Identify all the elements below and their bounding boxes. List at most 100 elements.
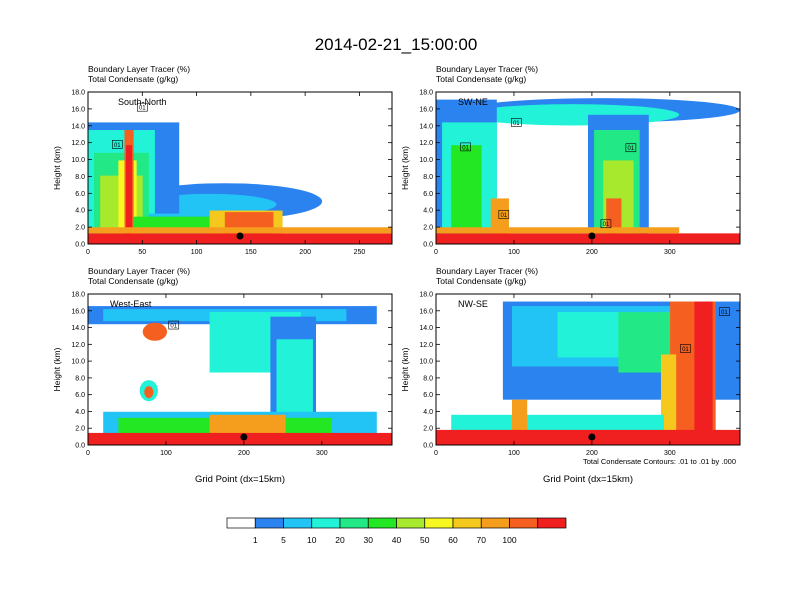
plot-frame [87, 91, 393, 245]
tracer-region [144, 386, 154, 399]
colorbar-swatch [480, 517, 510, 529]
y-tick-label: 14.0 [419, 123, 433, 130]
contour-label: 01 [682, 347, 689, 353]
x-tick-label: 200 [586, 249, 598, 256]
colorbar-swatch [226, 517, 256, 529]
colorbar-label: 40 [392, 535, 402, 545]
colorbar-label: 100 [502, 535, 516, 545]
panel-west-east: 01 0.0 2.0 4.0 6.0 8.0 10.0 12.0 14.0 16.0 18.0 0 10… [52, 266, 393, 485]
panel-title-line2: Total Condensate (g/kg) [88, 276, 178, 286]
y-tick-label: 18.0 [71, 292, 85, 299]
tracer-region [88, 432, 392, 445]
contour-label-box [460, 142, 471, 152]
tracer-region [126, 145, 133, 244]
colorbar-swatch [367, 517, 397, 529]
contour-label: 01 [628, 146, 635, 152]
x-tick-label: 300 [664, 450, 676, 457]
section-label: West-East [110, 299, 152, 309]
y-tick-label: 2.0 [423, 426, 433, 433]
x-tick-label: 100 [508, 249, 520, 256]
tracer-field [436, 92, 740, 244]
x-tick-label: 0 [434, 450, 438, 457]
y-tick-label: 6.0 [75, 191, 85, 198]
tracer-region [142, 322, 168, 341]
y-tick-label: 4.0 [75, 409, 85, 416]
y-tick-label: 2.0 [75, 426, 85, 433]
location-marker [588, 232, 596, 240]
tracer-region [660, 354, 677, 445]
plot-frame [435, 91, 741, 245]
y-tick-label: 6.0 [423, 392, 433, 399]
y-tick-label: 6.0 [75, 392, 85, 399]
y-tick-label: 4.0 [75, 208, 85, 215]
plot-frame [435, 293, 741, 446]
location-marker [240, 433, 248, 441]
panel-title-line2: Total Condensate (g/kg) [436, 74, 526, 84]
contour-label-box [498, 210, 510, 219]
y-tick-label: 12.0 [419, 140, 433, 147]
y-axis-label: Height (km) [400, 347, 410, 391]
y-tick-label: 0.0 [423, 242, 433, 249]
contour-label-box [625, 143, 637, 153]
y-tick-label: 10.0 [419, 359, 433, 366]
x-tick-label: 50 [138, 249, 146, 256]
x-tick-label: 100 [191, 249, 203, 256]
tracer-region [88, 227, 392, 234]
contour-label: 01 [462, 145, 469, 151]
tracer-region [694, 301, 713, 445]
y-tick-label: 0.0 [75, 242, 85, 249]
panels: 01010.02.04.06.08.010.012.014.016.018.00… [52, 64, 741, 485]
y-axis-label: Height (km) [52, 146, 62, 190]
y-tick-label: 12.0 [71, 342, 85, 349]
x-tick-label: 200 [299, 249, 311, 256]
location-marker [236, 232, 244, 240]
panel-sw-ne: 01 01 01 01 01 0.0 2.0 4.0 6.0 8.0 10.0 12.0 14.0 16.… [400, 64, 741, 256]
y-tick-label: 16.0 [71, 308, 85, 315]
contour-label-box [719, 307, 730, 316]
tracer-region [451, 145, 482, 237]
x-tick-label: 100 [508, 450, 520, 457]
contour-label: 01 [721, 310, 728, 316]
colorbar-label: 1 [253, 535, 258, 545]
y-tick-label: 16.0 [71, 106, 85, 113]
panel-nw-se: 01 01 0.0 2.0 4.0 6.0 8.0 10.0 12.0 14.0 16.0 18.0 0… [400, 266, 741, 485]
panel-title-line2: Total Condensate (g/kg) [88, 74, 178, 84]
colorbar-label: 70 [477, 535, 487, 545]
contour-label-box [510, 118, 522, 127]
colorbar-swatch [339, 517, 369, 529]
panel-south-north: 01 01 0.0 2.0 4.0 6.0 8.0 10.0 12.0 14.0 16.0 18.0 0… [52, 64, 393, 256]
y-tick-label: 12.0 [419, 342, 433, 349]
contour-label: 01 [114, 143, 121, 149]
contour-label: 01 [139, 106, 146, 112]
colorbar-label: 10 [307, 535, 317, 545]
colorbar-swatch [452, 517, 482, 529]
tracer-region [436, 429, 740, 445]
colorbar-swatch [311, 517, 341, 529]
colorbar-swatch [283, 517, 313, 529]
contour-label-box [680, 344, 691, 353]
section-label: NW-SE [458, 299, 488, 309]
tracer-field [88, 294, 392, 445]
y-tick-label: 18.0 [419, 90, 433, 97]
colorbar-swatch [424, 517, 454, 529]
y-axis-label: Height (km) [400, 146, 410, 190]
tracer-field [436, 294, 740, 445]
y-tick-label: 14.0 [419, 325, 433, 332]
y-tick-label: 10.0 [71, 359, 85, 366]
colorbar-swatch [396, 517, 426, 529]
contour-label-box [112, 140, 123, 149]
y-tick-label: 18.0 [419, 292, 433, 299]
x-tick-label: 0 [86, 450, 90, 457]
contour-label: 01 [170, 324, 177, 330]
colorbar-swatch [509, 517, 539, 529]
y-tick-label: 10.0 [71, 157, 85, 164]
section-label: SW-NE [458, 97, 488, 107]
panel-title-line1: Boundary Layer Tracer (%) [436, 64, 538, 74]
y-tick-label: 0.0 [75, 443, 85, 450]
y-tick-label: 8.0 [75, 174, 85, 181]
panel-title-line2: Total Condensate (g/kg) [436, 276, 526, 286]
y-tick-label: 4.0 [423, 409, 433, 416]
x-tick-label: 300 [316, 450, 328, 457]
colorbar-label: 60 [448, 535, 458, 545]
